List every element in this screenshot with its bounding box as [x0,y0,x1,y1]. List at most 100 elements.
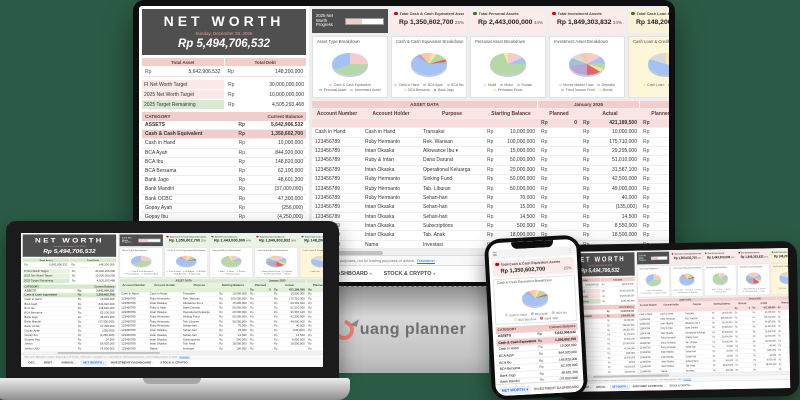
total-asset-header: Total Asset [22,258,70,263]
legend-dot-icon [182,270,185,273]
phone-pie-card: Cash & Cash Equivalent Breakdown Cash in… [492,274,578,325]
asset-data-table: ASSET DATA January 2025 February 2025 Ma… [312,101,669,248]
sheet-tab[interactable]: STOCK & CRYPTO ▾ [160,361,190,365]
legend-item: Bank Jago [540,315,558,320]
investment-asset-breakdown-card: Investment Asset Breakdown Money Market … [737,263,770,296]
cash-loan-breakdown-card: Cash Loan & Credit Card Breakdown Cash L… [770,263,790,296]
status-dot-icon [771,251,774,254]
stat-card: Total Personal Assets Rp 2,443,000,000 44… [470,9,546,33]
asset-table-row: 123456789 Intan Okaska Sehari-hari Rp 14,… [312,213,669,222]
progress-bar [138,238,161,242]
legend-item: BCA Bersama [172,273,187,275]
category-row: Cash & Cash Equivalent Rp 1,350,602,700 [142,130,306,140]
dashboard-main: 2025 Net Worth Progress Total Cash & Cas… [309,6,669,251]
legend-dot-icon [329,83,333,87]
asset-table-row: 123456789 Intan Okaska Sehari-hari Rp 15,… [312,203,669,213]
asset-table-title-row: ASSET DATA January 2025 February 2025 Ma… [119,279,323,284]
category-row: Jenius USD Rp 24,000,000 [22,347,117,352]
legend-dot-icon [551,311,555,315]
sheet-tab[interactable]: ANNUAL ▾ [595,385,608,389]
asset-table-row: 123456789 Ruby Hermanto Sehari-hari Rp 70… [312,194,669,204]
sheet-tab[interactable]: ANNUAL ▾ [61,361,77,365]
horizontal-scrollbar[interactable] [21,351,323,354]
legend-item: Cash Loan [308,270,320,272]
legend-dot-icon [597,83,601,87]
stat-card: Total Cash & Cash Equivalent Assets Rp 1… [670,251,703,264]
legend-item: Fixed Income Fund [561,88,595,92]
legend-dot-icon [260,270,262,273]
asset-table-row: 123456789 Ruby Hermanto Tab. Liburan Rp 5… [119,320,323,325]
legend-item: Investment Asset [653,291,667,294]
legend-item: Bonds [758,290,765,293]
asset-table-rows: Cash in Hand Cash in Hand Transaksi Rp 10… [637,309,790,374]
stat-card: Total Personal Assets Rp 2,443,000,000 44… [209,234,253,247]
disclaimer-bar: Stock and crypto prices may be delayed u… [21,353,323,359]
sheet-tab[interactable]: INVESTMENT DASHBOARD ▾ [110,361,154,365]
sheet-tab[interactable]: DEC ▾ [28,361,38,365]
total-debt-value: Rp 148,200,000 [69,263,117,268]
legend-dot-icon [222,273,225,275]
sheet-tab[interactable]: NET WORTH ▾ [610,383,630,390]
cash-loan-breakdown-card: Cash Loan & Credit Card Breakdown Cash L… [299,247,323,278]
net-worth-value: Rp 5,494,706,532 [177,38,271,50]
investment-asset-breakdown-card: Investment Asset Breakdown Money Market … [549,36,625,98]
chevron-down-icon: ▾ [369,272,372,276]
cash-equivalent-pie-chart [411,52,447,76]
asset-data-table: ASSET DATA January 2025 February 2025 Ma… [119,279,323,351]
legend-dot-icon [226,270,229,273]
net-worth-value: Rp 5,494,706,532 [43,248,96,255]
legend-item: Deposito [282,270,292,272]
category-row: Bank OCBC Rp 47,300,000 [142,195,306,204]
asset-table-row: 123456789 Ruby Hermanto Tab. Liburan Rp 5… [312,184,669,194]
asset-table-row: 123456789 Ruby Hermanto Rek. Warisan Rp 1… [119,297,323,302]
summary-sidebar: NET WORTH Sunday, December 28, 2025 Rp 5… [139,6,309,251]
more-icon[interactable]: ⋮ [567,247,573,254]
disclaimer-link[interactable]: Disclaimer [179,355,190,358]
asset-type-breakdown-card: Asset Type Breakdown Cash & Cash Equival… [119,247,163,278]
cash-loan-pie-chart [648,52,669,76]
sheet-tab[interactable]: STOCK & CRYPTO ▾ [669,384,692,388]
legend-item: Cash in Hand [166,270,181,272]
category-row: Bank Mandiri Rp (37,000,000) [142,185,306,195]
sheet-tab[interactable]: NET WORTH ▾ [80,360,107,366]
sheet-tab[interactable]: STOCK & CRYPTO ▾ [383,271,436,277]
category-row: BCA Ayah Rp 844,920,000 [22,302,117,307]
asset-type-breakdown-card: Asset Type Breakdown Cash & Cash Equival… [637,265,670,298]
sheet-tab[interactable]: NET WORTH ▾ [498,384,532,395]
asset-table-row: 123456789 Ruby & Intan Dana Darurat Rp 50… [119,306,323,311]
sheet-tab[interactable]: DEBT ▾ [43,361,55,365]
personal-asset-breakdown-card: Personal Asset Breakdown Mobil Motor Rumah… [703,264,737,297]
legend-dot-icon [513,318,517,322]
menu-icon[interactable]: ☰ [492,251,498,258]
investment-asset-pie-chart [745,272,762,284]
asset-table-row: 123456789 Intan Okaska Operational Kelua… [312,166,669,175]
sheet-tab[interactable]: INVESTMENT DASHBOARD ▾ [632,384,665,389]
page-title: NET WORTH [163,13,285,29]
scrollbar-thumb[interactable] [57,351,160,354]
category-row: Bank OCBC Rp 47,300,000 [22,325,117,329]
phone-stat-card: Total Cash & Cash Equivalent Assets Rp 1… [491,256,575,277]
status-dot-icon [631,11,635,16]
legend-item: Cash in Hand [394,83,419,87]
legend-dot-icon [236,270,239,273]
asset-table-column-headers: Account Number Account Holder Purpose St… [312,109,669,119]
progress-fill [651,256,659,260]
category-row: Gopay Ibu Rp (4,250,000) [22,333,117,338]
tablet-device: NET WORTH Sunday, December 28, 2025 Rp 5… [554,240,800,400]
disclaimer-link[interactable]: Disclaimer [417,258,435,263]
sheet-tab-bar: DEC ▾ DEBT ▾ ANNUAL ▾ NET WORTH ▾ INVEST… [21,358,323,367]
investment-asset-pie-chart [569,52,605,76]
chevron-down-icon: ▾ [590,386,591,389]
sheet-tab[interactable]: INVESTMENT DASHBOARD [534,384,580,391]
personal-asset-pie-chart [712,272,728,285]
legend-item: Perhiasan Emas [222,273,240,275]
disclaimer-link[interactable]: Disclaimer [683,377,692,380]
